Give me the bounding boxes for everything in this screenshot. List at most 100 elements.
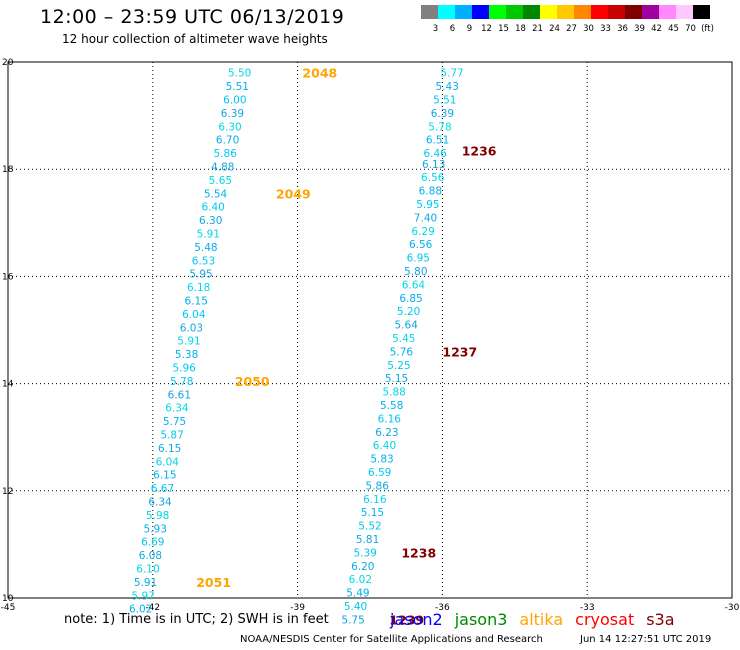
wave-height-value: 5.93 xyxy=(144,523,167,535)
wave-height-value: 5.98 xyxy=(146,510,169,522)
legend-label: 36 xyxy=(617,24,628,34)
track-id-label: 2051 xyxy=(196,575,231,590)
wave-height-value: 5.80 xyxy=(404,266,427,278)
track-id-label: 1239 xyxy=(389,612,424,627)
legend-swatch xyxy=(506,5,523,19)
legend-label: 45 xyxy=(668,24,679,34)
legend-label: 27 xyxy=(566,24,577,34)
legend-swatch xyxy=(421,5,438,19)
wave-height-value: 5.91 xyxy=(177,336,200,348)
wave-height-value: 5.75 xyxy=(163,416,186,428)
wave-height-value: 5.52 xyxy=(358,521,381,533)
wave-height-value: 5.38 xyxy=(175,349,198,361)
wave-height-value: 5.45 xyxy=(392,333,415,345)
legend-swatch xyxy=(659,5,676,19)
legend-swatch xyxy=(574,5,591,19)
wave-height-value: 6.04 xyxy=(156,456,180,468)
wave-height-value: 6.56 xyxy=(409,239,433,251)
wave-height-value: 5.75 xyxy=(341,614,364,626)
wave-height-value: 6.53 xyxy=(192,255,215,267)
wave-height-value: 6.85 xyxy=(399,293,422,305)
legend-label: 30 xyxy=(583,24,594,34)
generation-timestamp: Jun 14 12:27:51 UTC 2019 xyxy=(580,634,712,645)
wave-height-value: 6.70 xyxy=(216,135,239,147)
legend-swatch xyxy=(540,5,557,19)
wave-height-value: 6.39 xyxy=(431,108,454,120)
wave-height-value: 5.91 xyxy=(197,229,220,241)
wave-height-value: 6.34 xyxy=(165,403,189,415)
legend-label: 33 xyxy=(600,24,611,34)
wave-height-value: 5.87 xyxy=(160,430,183,442)
wave-height-value: 5.51 xyxy=(226,81,249,93)
x-tick-label: -30 xyxy=(725,603,740,613)
page-title: 12:00 – 23:59 UTC 06/13/2019 xyxy=(40,6,345,28)
legend-label: 70 xyxy=(685,24,696,34)
wave-height-value: 5.86 xyxy=(366,480,390,492)
wave-height-value: 5.86 xyxy=(214,148,238,160)
legend-swatch xyxy=(608,5,625,19)
map-frame xyxy=(7,61,733,599)
wave-height-value: 5.95 xyxy=(189,269,212,281)
wave-height-value: 6.67 xyxy=(151,483,174,495)
wave-height-value: 5.25 xyxy=(387,360,410,372)
wave-height-value: 6.40 xyxy=(373,440,396,452)
mission-jason2: jason2 xyxy=(390,610,443,629)
wave-height-value: 5.48 xyxy=(194,242,217,254)
wave-height-value: 5.50 xyxy=(228,68,251,80)
wave-height-value: 6.18 xyxy=(187,282,210,294)
y-tick-label: 20 xyxy=(2,58,14,68)
wave-height-value: 5.15 xyxy=(361,507,384,519)
legend-label: 18 xyxy=(515,24,526,34)
wave-height-value: 5.97 xyxy=(131,590,154,602)
wave-height-value: 6.04 xyxy=(182,309,206,321)
wave-height-value: 7.40 xyxy=(414,212,437,224)
mission-s3a: s3a xyxy=(646,610,675,629)
wave-height-value: 6.13 xyxy=(422,159,445,171)
legend-swatch xyxy=(438,5,455,19)
wave-height-value: 6.23 xyxy=(375,427,398,439)
legend-label: 39 xyxy=(634,24,645,34)
track-id-label: 1237 xyxy=(442,344,477,359)
legend-swatch xyxy=(489,5,506,19)
wave-height-value: 6.61 xyxy=(168,389,191,401)
wave-height-value: 6.40 xyxy=(201,202,224,214)
wave-height-value: 6.64 xyxy=(402,279,426,291)
wave-height-value: 6.16 xyxy=(363,494,387,506)
mission-altika: altika xyxy=(519,610,564,629)
wave-height-value: 5.51 xyxy=(433,95,456,107)
wave-height-value: 5.39 xyxy=(353,547,376,559)
legend-swatch xyxy=(625,5,642,19)
wave-height-value: 5.54 xyxy=(204,188,228,200)
wave-height-value: 6.69 xyxy=(141,537,164,549)
track-id-label: 2048 xyxy=(302,66,337,81)
x-tick-label: -33 xyxy=(580,603,595,613)
legend-swatch xyxy=(591,5,608,19)
legend-swatch xyxy=(523,5,540,19)
wave-height-value: 5.81 xyxy=(356,534,379,546)
wave-height-value: 6.10 xyxy=(136,564,159,576)
y-tick-label: 12 xyxy=(2,487,13,497)
color-legend: 3 6 9 12 15 18 21 24 27 30 33 36 39 42 45 70 (ft) xyxy=(421,5,714,34)
wave-height-value: 5.64 xyxy=(395,320,419,332)
legend-swatch xyxy=(557,5,574,19)
wave-height-value: 6.30 xyxy=(199,215,222,227)
wave-height-value: 6.02 xyxy=(129,604,152,616)
mission-jason3: jason3 xyxy=(454,610,508,629)
x-tick-label: -36 xyxy=(435,603,450,613)
wave-height-value: 5.77 xyxy=(440,68,463,80)
wave-height-value: 5.58 xyxy=(380,400,403,412)
page-subtitle: 12 hour collection of altimeter wave hei… xyxy=(62,32,328,46)
wave-height-value: 6.46 xyxy=(423,148,447,160)
legend-swatch xyxy=(642,5,659,19)
wave-height-value: 5.95 xyxy=(416,199,439,211)
wave-height-value: 6.00 xyxy=(223,95,246,107)
wave-height-value: 6.88 xyxy=(419,186,442,198)
wave-height-value: 5.20 xyxy=(397,306,420,318)
legend-label: 3 xyxy=(433,24,438,34)
track-id-label: 1238 xyxy=(401,545,436,560)
track-id-label: 2049 xyxy=(276,186,311,201)
y-tick-label: 14 xyxy=(2,380,14,390)
wave-height-value: 6.95 xyxy=(407,253,430,265)
wave-height-value: 5.88 xyxy=(382,387,405,399)
wave-height-value: 6.20 xyxy=(351,561,374,573)
